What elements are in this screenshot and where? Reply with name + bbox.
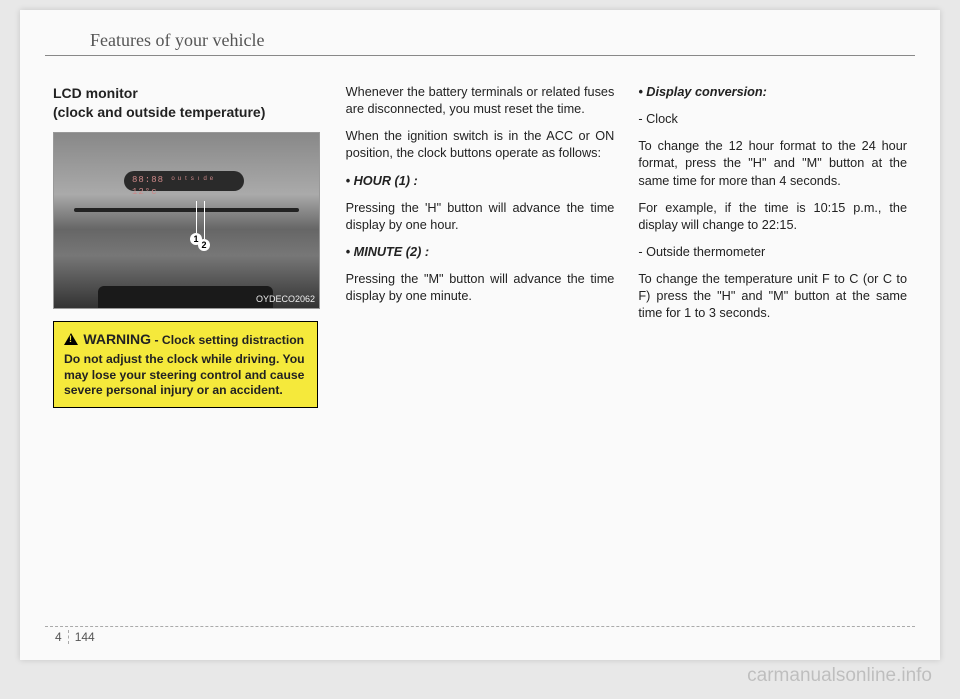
page-footer: 4 144 — [45, 626, 915, 644]
page-header: Features of your vehicle — [90, 30, 915, 55]
callout-badge-2: 2 — [198, 239, 210, 251]
warning-sublabel: - Clock setting distraction — [154, 333, 304, 347]
intro-paragraph-2: When the ignition switch is in the ACC o… — [346, 128, 615, 162]
warning-body: Do not adjust the clock while driving. Y… — [64, 352, 307, 400]
chapter-number: 4 — [45, 630, 69, 644]
minute-body: Pressing the "M" button will advance the… — [346, 271, 615, 305]
manual-page: Features of your vehicle LCD monitor (cl… — [20, 10, 940, 660]
clock-paragraph-1: To change the 12 hour format to the 24 h… — [638, 138, 907, 189]
cd-slot-graphic — [74, 208, 299, 212]
hour-heading: • HOUR (1) : — [346, 173, 615, 190]
page-number: 144 — [69, 630, 95, 644]
lcd-display-graphic: 88:88 ᵒᵘᵗˢᶦᵈᵉ 12°c — [124, 171, 244, 191]
column-2: Whenever the battery terminals or relate… — [346, 84, 615, 408]
photo-code: OYDECO2062 — [256, 293, 315, 305]
content-columns: LCD monitor (clock and outside temperatu… — [45, 84, 915, 408]
callout-line-1 — [196, 201, 197, 233]
column-1: LCD monitor (clock and outside temperatu… — [53, 84, 322, 408]
lower-screen-graphic — [98, 286, 273, 308]
intro-paragraph-1: Whenever the battery terminals or relate… — [346, 84, 615, 118]
display-conv-heading: • Display conversion: — [638, 84, 907, 101]
footer-inner: 4 144 — [45, 630, 915, 644]
hour-body: Pressing the 'H" button will advance the… — [346, 200, 615, 234]
warning-title: WARNING - Clock setting distraction — [64, 330, 307, 349]
section-title: LCD monitor (clock and outside temperatu… — [53, 84, 322, 122]
column-3: • Display conversion: - Clock To change … — [638, 84, 907, 408]
title-line-2: (clock and outside temperature) — [53, 104, 265, 120]
watermark: carmanualsonline.info — [747, 665, 932, 687]
thermometer-subhead: - Outside thermometer — [638, 244, 907, 261]
title-line-1: LCD monitor — [53, 85, 138, 101]
warning-label: WARNING — [83, 331, 151, 347]
clock-subhead: - Clock — [638, 111, 907, 128]
warning-box: WARNING - Clock setting distraction Do n… — [53, 321, 318, 408]
clock-paragraph-2: For example, if the time is 10:15 p.m., … — [638, 200, 907, 234]
warning-triangle-icon — [64, 333, 78, 345]
thermometer-paragraph: To change the temperature unit F to C (o… — [638, 271, 907, 322]
dashboard-photo: 88:88 ᵒᵘᵗˢᶦᵈᵉ 12°c 1 2 OYDECO2062 — [53, 132, 320, 309]
minute-heading: • MINUTE (2) : — [346, 244, 615, 261]
header-rule — [45, 55, 915, 56]
callout-line-2 — [204, 201, 205, 239]
